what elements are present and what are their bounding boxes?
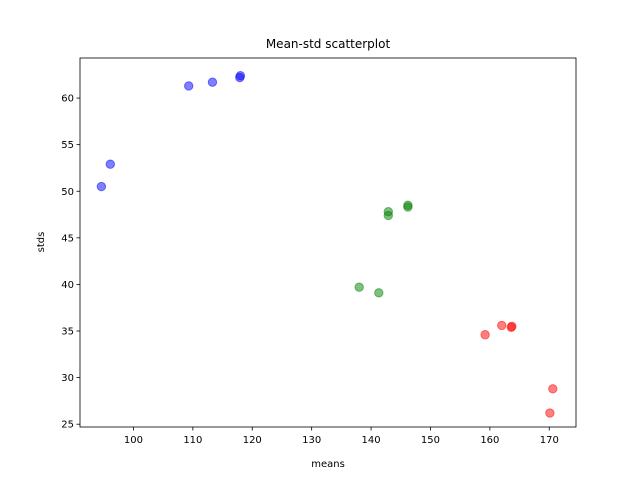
y-tick-label: 55 [61,140,74,151]
y-tick-label: 40 [61,280,74,291]
y-tick-label: 30 [61,373,74,384]
data-point [374,288,384,298]
data-point [235,71,246,81]
y-tick-label: 50 [61,187,74,198]
y-tick-label: 35 [61,327,74,338]
data-point [507,321,517,332]
data-point [354,282,364,292]
x-tick-label: 140 [362,435,381,446]
x-tick-label: 170 [540,435,559,446]
y-tick-label: 60 [61,94,74,105]
data-point [184,81,194,91]
x-tick-label: 130 [302,435,321,446]
data-point [383,207,393,217]
x-tick-label: 160 [480,435,499,446]
y-axis-label: stds [36,232,47,253]
data-point [545,408,555,418]
y-axis: 25 30 35 40 45 50 55 60 [61,94,80,431]
x-tick-label: 100 [124,435,143,446]
data-point [480,330,490,340]
x-tick-label: 120 [243,435,262,446]
plot-frame [79,57,577,428]
data-point [207,77,218,87]
x-tick-label: 150 [421,435,440,446]
chart-title: Mean-std scatterplot [266,37,391,51]
data-point [548,384,558,394]
data-point [96,181,107,192]
data-point [497,320,507,331]
x-axis-label: means [311,459,345,470]
y-tick-label: 45 [61,233,74,244]
x-tick-label: 110 [183,435,202,446]
data-point [105,159,115,169]
points-layer [96,71,558,418]
data-point [403,200,413,210]
x-axis: 100 110 120 130 140 150 160 170 [124,427,559,446]
y-tick-label: 25 [61,420,74,431]
